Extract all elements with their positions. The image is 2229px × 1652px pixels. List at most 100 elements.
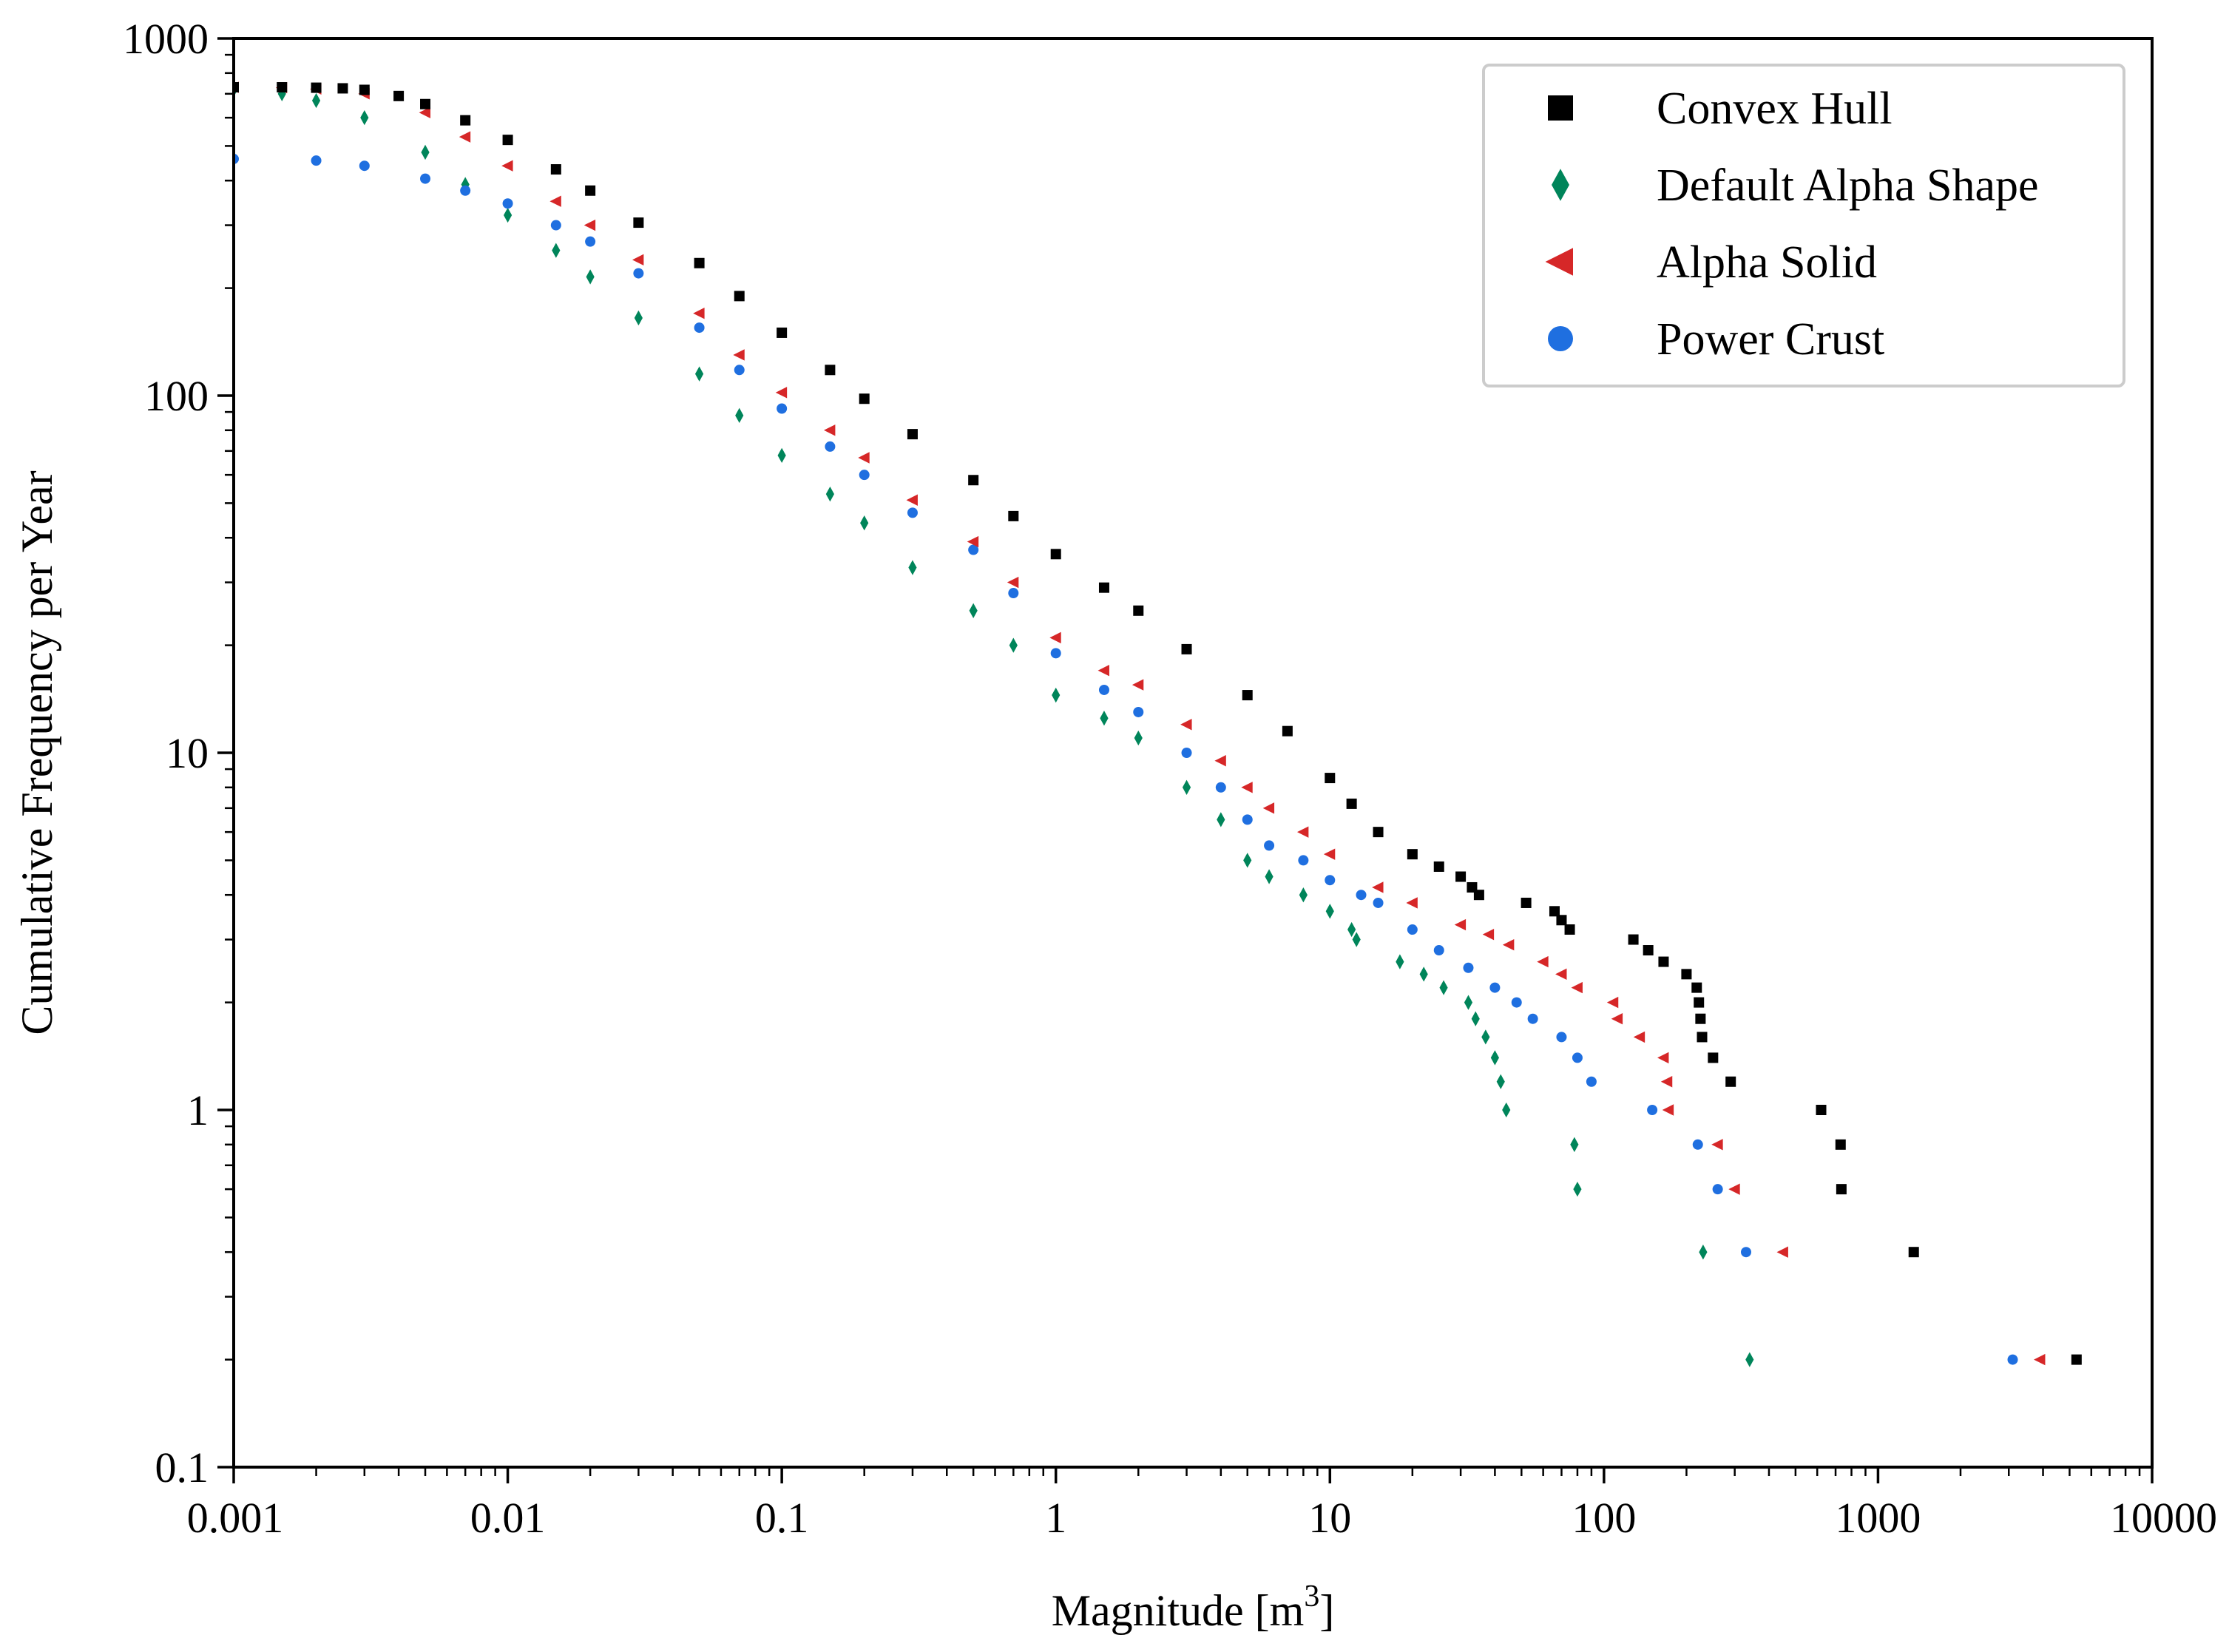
data-point: [694, 366, 704, 382]
data-point: [634, 310, 643, 326]
data-point: [1433, 861, 1444, 872]
data-point: [694, 257, 705, 268]
data-point: [1406, 897, 1418, 909]
data-point: [337, 83, 348, 94]
data-point: [1133, 706, 1144, 717]
data-point: [694, 322, 705, 334]
data-point: [1008, 588, 1019, 599]
data-point: [1215, 782, 1226, 793]
data-point: [1133, 605, 1144, 616]
y-tick-label: 0.1: [155, 1443, 209, 1492]
data-point: [1181, 748, 1192, 758]
data-point: [908, 560, 917, 575]
y-tick-label: 1000: [123, 15, 209, 63]
data-point: [234, 82, 239, 93]
data-point: [420, 98, 431, 109]
data-point: [1098, 684, 1109, 695]
data-point: [1712, 1184, 1723, 1195]
data-point: [1835, 1139, 1846, 1150]
data-point: [1181, 643, 1192, 654]
data-point: [1433, 945, 1444, 956]
data-point: [1573, 1182, 1582, 1197]
data-point: [1282, 725, 1293, 737]
series-power-crust: [234, 153, 2018, 1365]
data-point: [1050, 549, 1061, 560]
data-point: [632, 254, 644, 266]
data-point: [502, 198, 513, 209]
data-point: [1549, 906, 1560, 917]
y-tick-label: 1: [187, 1086, 209, 1134]
data-point: [1699, 1245, 1708, 1260]
data-point: [585, 236, 596, 247]
legend-marker: [1548, 326, 1573, 351]
data-point: [1007, 576, 1019, 589]
data-point: [1455, 871, 1467, 882]
data-point: [1264, 840, 1275, 851]
data-point: [1008, 510, 1019, 521]
data-point: [584, 219, 596, 231]
data-point: [1572, 1052, 1583, 1063]
data-point: [461, 177, 470, 192]
data-point: [907, 507, 918, 518]
data-point: [1657, 1052, 1669, 1064]
data-point: [1908, 1247, 1919, 1258]
data-point: [503, 207, 513, 223]
x-tick-label: 0.01: [470, 1494, 546, 1542]
data-point: [1352, 932, 1361, 947]
data-point: [1419, 967, 1428, 982]
x-tick-label: 1: [1045, 1494, 1066, 1542]
data-point: [968, 544, 979, 555]
data-point: [1694, 997, 1705, 1008]
y-tick-label: 100: [144, 372, 209, 420]
legend-marker: [1548, 95, 1573, 121]
data-point: [1471, 1011, 1480, 1026]
data-point: [1262, 802, 1275, 814]
data-point: [1816, 1105, 1827, 1115]
data-point: [734, 291, 745, 302]
data-point: [1356, 890, 1367, 901]
data-point: [421, 144, 430, 160]
data-point: [1708, 1052, 1719, 1063]
data-point: [502, 135, 513, 146]
data-point: [1681, 969, 1692, 980]
legend-box: [1482, 64, 2125, 387]
data-point: [359, 160, 370, 172]
legend-label: Alpha Solid: [1657, 237, 1877, 288]
data-point: [1647, 1105, 1658, 1115]
data-point: [633, 217, 644, 228]
data-point: [550, 164, 561, 175]
data-point: [1325, 904, 1334, 919]
data-point: [733, 349, 745, 361]
data-point: [1407, 849, 1418, 860]
data-point: [775, 387, 788, 399]
x-axis-title-close: ]: [1319, 1586, 1334, 1635]
data-point: [460, 185, 471, 196]
data-point: [1527, 1013, 1538, 1024]
y-axis: 0.1 1 10 100 1000: [123, 15, 234, 1492]
data-point: [1611, 1013, 1623, 1025]
data-point: [967, 535, 979, 548]
data-point: [1325, 875, 1336, 886]
data-point: [1049, 632, 1061, 644]
y-axis-title: Cumulative Frequency per Year: [13, 470, 61, 1035]
data-point: [1521, 897, 1532, 908]
x-tick-label: 10000: [2110, 1494, 2217, 1542]
data-point: [1586, 1076, 1597, 1087]
data-point: [777, 327, 788, 338]
data-point: [277, 82, 288, 93]
data-point: [859, 393, 870, 404]
data-point: [501, 160, 513, 172]
data-point: [1009, 637, 1018, 653]
data-point: [1217, 812, 1225, 827]
x-tick-label: 0.1: [755, 1494, 809, 1542]
data-point: [1836, 1184, 1847, 1195]
data-point: [1537, 955, 1549, 968]
data-point: [633, 268, 644, 279]
data-point: [311, 92, 321, 109]
data-point: [777, 447, 786, 464]
data-point: [2071, 1354, 2082, 1365]
series-convex-hull: [234, 82, 2082, 1365]
data-point: [1741, 1247, 1752, 1258]
data-point: [823, 424, 836, 436]
